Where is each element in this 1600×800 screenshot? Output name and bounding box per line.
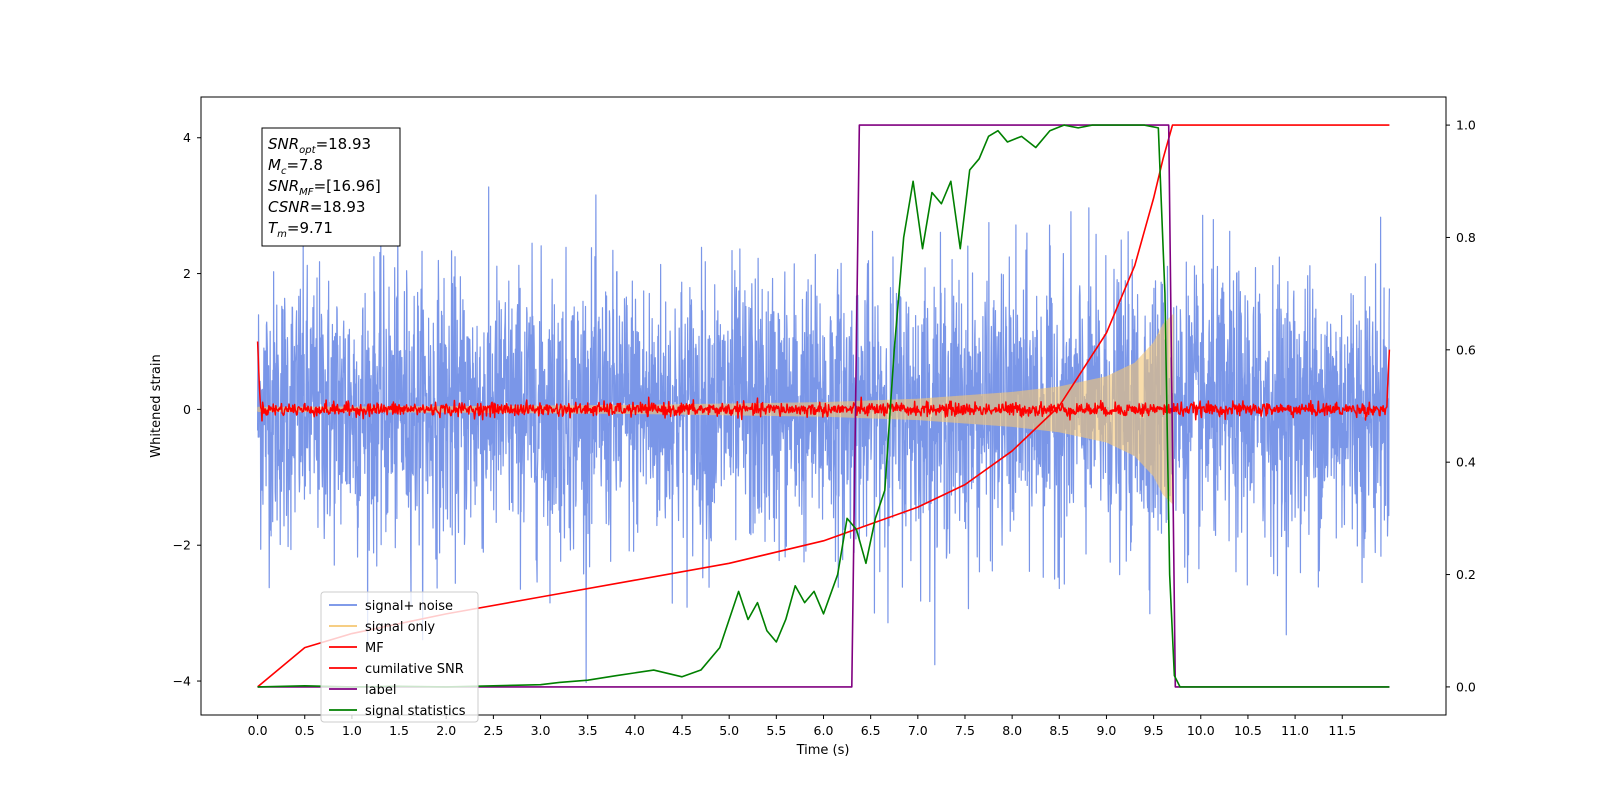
series-line-mf [256,341,1391,422]
x-tick-label: 9.0 [1097,723,1117,738]
legend-frame [320,591,479,723]
x-tick-label: 11.0 [1281,723,1309,738]
legend-label-label: label [365,683,396,698]
x-tick-label: 11.5 [1328,723,1356,738]
annotation-line: Mc=7.8 [268,156,323,177]
legend-label-signal-only: signal only [365,620,435,635]
x-tick-label: 3.5 [578,723,598,738]
x-tick-label: 5.5 [766,723,786,738]
y-tick-label-left: −4 [173,674,191,689]
y-tick-label-right: 1.0 [1456,118,1476,133]
y-tick-label-left: −2 [173,538,191,553]
x-tick-label: 2.5 [483,723,503,738]
stats-annotation-box: SNRopt=18.93Mc=7.8SNRMF=[16.96]CSNR=18.9… [261,127,401,247]
y-tick-label-right: 0.6 [1456,342,1476,357]
x-tick-label: 9.5 [1144,723,1164,738]
x-tick-label: 10.5 [1234,723,1262,738]
annotation-line: Tm=9.71 [268,219,333,240]
annotation-frame [261,127,401,247]
y-tick-label-left: 4 [183,130,191,145]
legend-label-mf: MF [365,641,384,656]
x-tick-label: 10.0 [1187,723,1215,738]
y-tick-label-right: 0.2 [1456,567,1476,582]
y-tick-label-left: 2 [183,266,191,281]
x-tick-label: 4.0 [625,723,645,738]
x-tick-label: 6.5 [861,723,881,738]
y-axis-label-left: Whitened strain [149,354,164,457]
annotation-line: SNRopt=18.93 [268,135,371,156]
annotation-line: CSNR=18.93 [268,198,365,216]
x-tick-label: 7.0 [908,723,928,738]
x-tick-label: 0.5 [295,723,315,738]
y-tick-label-right: 0.4 [1456,455,1476,470]
x-tick-label: 0.0 [248,723,268,738]
x-tick-label: 5.0 [719,723,739,738]
x-tick-label: 3.0 [531,723,551,738]
series-line-signal-statistics [257,124,1390,688]
x-tick-label: 8.5 [1049,723,1069,738]
y-tick-label-right: 0.8 [1456,230,1476,245]
x-tick-label: 4.5 [672,723,692,738]
x-tick-label: 6.0 [814,723,834,738]
x-tick-label: 1.0 [342,723,362,738]
annotation-line: SNRMF=[16.96] [268,177,381,198]
x-tick-label: 7.5 [955,723,975,738]
series-line-signal-noise [256,186,1391,684]
x-tick-label: 2.0 [436,723,456,738]
x-axis-label: Time (s) [796,743,850,758]
y-tick-label-right: 0.0 [1456,679,1476,694]
legend-label-cumilative-snr: cumilative SNR [365,662,464,677]
legend-label-signal-noise: signal+ noise [365,599,453,614]
legend-label-signal-statistics: signal statistics [365,704,466,719]
x-tick-label: 8.0 [1002,723,1022,738]
y-tick-label-left: 0 [183,402,191,417]
x-tick-label: 1.5 [389,723,409,738]
legend: signal+ noise signal only MF cumilative SNR… [320,591,479,723]
